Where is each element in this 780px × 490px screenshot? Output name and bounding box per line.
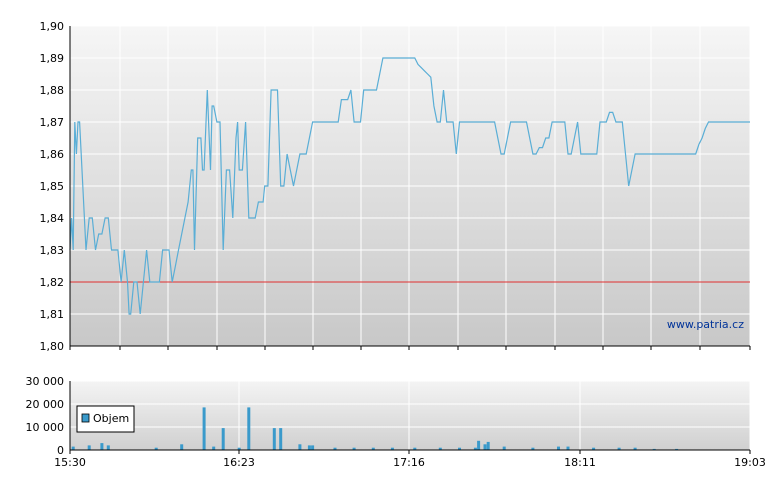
price-series-line — [69, 57, 750, 315]
price-y-tick-label: 1,88 — [40, 84, 65, 97]
volume-bar — [566, 446, 570, 450]
volume-bar — [557, 446, 560, 450]
volume-bar — [71, 446, 75, 450]
volume-bar — [221, 428, 225, 450]
volume-bar — [413, 447, 417, 450]
volume-bar — [477, 440, 481, 450]
volume-bar — [458, 447, 461, 450]
volume-y-axis: 0 10 000 20 000 30 000 — [26, 375, 65, 457]
volume-bar — [307, 445, 311, 450]
legend-label: Objem — [93, 412, 129, 425]
volume-legend: Objem — [76, 405, 135, 433]
x-tick-label: 19:03 — [734, 456, 766, 469]
volume-bar — [106, 445, 110, 450]
volume-bar — [237, 447, 241, 450]
volume-bar — [675, 448, 679, 450]
volume-bar — [272, 428, 276, 450]
volume-bar — [180, 444, 184, 451]
volume-bar — [212, 446, 216, 450]
volume-bar — [87, 445, 91, 450]
price-y-tick-label: 1,86 — [40, 148, 65, 161]
x-tick-label: 17:16 — [393, 456, 425, 469]
volume-y-tick-label: 10 000 — [26, 421, 65, 434]
price-y-tick-label: 1,89 — [40, 52, 65, 65]
volume-bars — [71, 407, 679, 451]
x-tick-label: 15:30 — [54, 456, 86, 469]
volume-bar — [154, 447, 158, 450]
watermark: www.patria.cz — [667, 318, 744, 331]
volume-bar — [100, 443, 104, 450]
price-y-tick-label: 1,85 — [40, 180, 65, 193]
volume-bar — [279, 428, 283, 450]
volume-bar — [247, 407, 251, 450]
price-y-axis: 1,80 1,81 1,82 1,83 1,84 1,85 1,86 1,87 1,88 1,89… — [40, 20, 65, 353]
volume-bar — [371, 447, 375, 450]
volume-bar — [592, 447, 596, 450]
price-x-ticks — [69, 346, 751, 350]
volume-bar — [202, 407, 206, 450]
price-y-tick-label: 1,87 — [40, 116, 65, 129]
price-y-tick-label: 1,83 — [40, 244, 65, 257]
price-y-tick-label: 1,80 — [40, 340, 65, 353]
price-y-tick-label: 1,82 — [40, 276, 65, 289]
volume-bar — [473, 447, 477, 450]
volume-bar — [633, 447, 637, 450]
volume-bar — [298, 444, 302, 451]
price-y-tick-label: 1,81 — [40, 308, 65, 321]
price-y-tick-label: 1,90 — [40, 20, 65, 33]
legend-box — [76, 405, 135, 433]
volume-bar — [438, 447, 442, 450]
volume-y-tick-label: 30 000 — [26, 375, 65, 388]
volume-bar — [311, 445, 315, 450]
volume-bar — [617, 447, 621, 450]
volume-y-tick-label: 20 000 — [26, 398, 65, 411]
volume-x-ticks: 15:30 16:23 17:16 18:11 19:03 — [54, 450, 766, 469]
x-tick-label: 16:23 — [223, 456, 255, 469]
volume-plot-area — [70, 381, 750, 450]
volume-bar — [502, 446, 506, 450]
volume-bar — [390, 447, 394, 450]
volume-y-tick-label: 0 — [57, 444, 64, 457]
legend-swatch — [81, 413, 90, 423]
volume-bar — [333, 447, 337, 450]
volume-bar — [531, 447, 535, 450]
volume-bar — [652, 448, 656, 450]
price-y-tick-label: 1,84 — [40, 212, 65, 225]
x-tick-label: 18:11 — [564, 456, 596, 469]
volume-bar — [486, 441, 490, 450]
volume-bar — [483, 444, 487, 451]
volume-bar — [352, 447, 356, 450]
